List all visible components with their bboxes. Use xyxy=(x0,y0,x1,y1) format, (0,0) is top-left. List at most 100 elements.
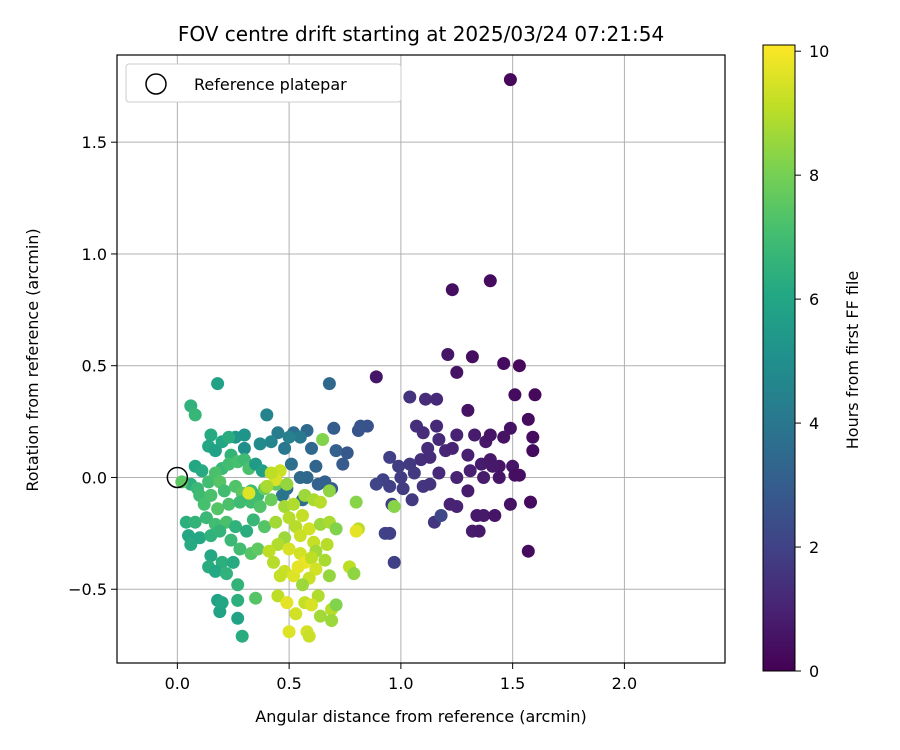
data-point xyxy=(280,477,294,491)
data-point xyxy=(193,531,207,545)
data-point xyxy=(188,515,202,529)
data-point xyxy=(320,538,334,551)
x-tick-label: 2.0 xyxy=(612,674,637,693)
data-point xyxy=(260,479,274,493)
data-point xyxy=(369,370,383,384)
data-point xyxy=(287,497,301,511)
data-point xyxy=(305,551,318,565)
data-point xyxy=(264,435,278,449)
x-axis-label: Angular distance from reference (arcmin) xyxy=(255,707,586,726)
colorbar-ticks: 0 2 4 6 8 10 xyxy=(795,42,829,681)
data-point xyxy=(271,538,285,551)
data-point xyxy=(224,533,238,547)
data-point xyxy=(322,377,336,391)
legend-marker-icon xyxy=(145,73,167,95)
data-point xyxy=(450,500,464,513)
data-point xyxy=(282,542,296,556)
data-point xyxy=(249,591,263,605)
data-point xyxy=(208,564,222,578)
data-point xyxy=(486,459,499,473)
data-point xyxy=(450,365,464,379)
data-point xyxy=(347,567,361,581)
data-point xyxy=(503,73,517,87)
data-point xyxy=(369,477,383,491)
colorbar-tick-label: 6 xyxy=(809,290,819,309)
legend: Reference platepar xyxy=(125,63,402,103)
data-point xyxy=(220,567,233,581)
data-point xyxy=(296,578,309,592)
data-point xyxy=(416,426,430,440)
data-point xyxy=(492,471,506,484)
data-point xyxy=(213,524,227,538)
data-point xyxy=(293,430,307,444)
data-point xyxy=(202,475,216,489)
data-point xyxy=(231,593,245,607)
data-point xyxy=(461,448,475,462)
data-point xyxy=(264,493,278,507)
data-point xyxy=(271,426,285,440)
colorbar-label: Hours from first FF file xyxy=(843,271,862,450)
data-point xyxy=(222,497,236,511)
data-point xyxy=(258,520,271,534)
data-point xyxy=(526,430,540,444)
data-point xyxy=(240,524,254,538)
data-point xyxy=(405,493,419,507)
y-tick-label: 0.0 xyxy=(82,468,107,487)
data-point xyxy=(329,598,343,612)
data-point xyxy=(313,495,327,509)
data-point xyxy=(349,524,363,538)
data-point xyxy=(512,359,526,373)
scatter-points xyxy=(175,73,542,643)
data-point xyxy=(383,479,397,493)
data-point xyxy=(222,430,236,444)
x-tick-label: 1.0 xyxy=(388,674,413,693)
data-point xyxy=(278,441,292,455)
data-point xyxy=(528,388,542,402)
data-point xyxy=(280,596,294,610)
data-point xyxy=(325,614,339,627)
data-point xyxy=(322,484,336,498)
data-point xyxy=(423,477,437,491)
y-tick-label: 0.5 xyxy=(82,357,107,376)
data-point xyxy=(497,357,511,370)
data-point xyxy=(434,509,448,522)
data-point xyxy=(305,598,318,612)
data-point xyxy=(208,444,222,458)
data-point xyxy=(309,562,323,576)
data-point xyxy=(188,408,202,422)
colorbar-tick-label: 4 xyxy=(809,414,819,433)
data-point xyxy=(483,428,497,442)
data-point xyxy=(468,428,482,442)
data-point xyxy=(271,589,285,603)
data-point xyxy=(253,437,267,451)
chart-title: FOV centre drift starting at 2025/03/24 … xyxy=(178,22,664,46)
data-point xyxy=(217,484,231,498)
data-point xyxy=(461,403,475,417)
data-point xyxy=(432,466,446,480)
data-point xyxy=(273,569,287,583)
data-point xyxy=(463,464,477,478)
data-point xyxy=(282,430,296,444)
data-point xyxy=(450,471,464,484)
data-point xyxy=(445,283,459,297)
data-point xyxy=(302,522,316,536)
data-point xyxy=(423,450,437,464)
data-point xyxy=(251,542,265,556)
data-point xyxy=(211,502,225,516)
data-point xyxy=(465,350,479,364)
data-point xyxy=(461,484,475,498)
data-point xyxy=(267,555,280,569)
y-tick-label: 1.5 xyxy=(82,133,107,152)
data-point xyxy=(521,412,535,426)
data-point xyxy=(526,444,540,458)
data-point xyxy=(336,457,350,471)
data-point xyxy=(282,625,296,639)
data-point xyxy=(403,390,417,404)
data-point xyxy=(430,419,444,433)
data-point xyxy=(215,596,229,610)
data-point xyxy=(483,274,497,288)
data-point xyxy=(313,609,327,623)
data-point xyxy=(204,549,218,563)
data-point xyxy=(289,607,303,621)
